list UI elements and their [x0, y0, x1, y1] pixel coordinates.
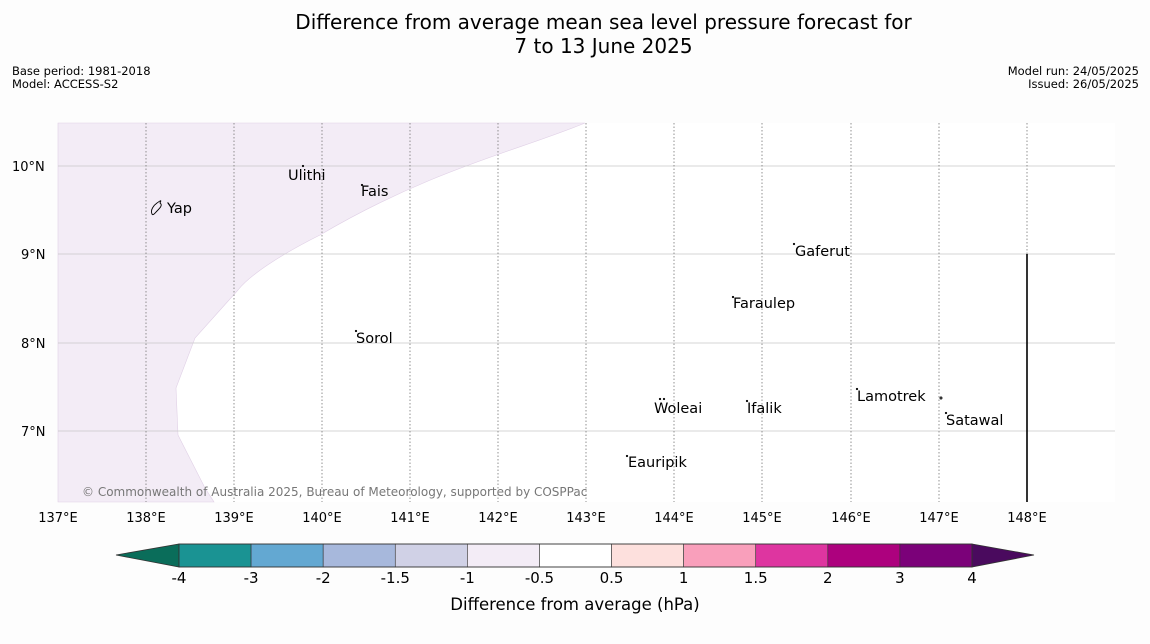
place-label-satawal: Satawal	[946, 413, 1003, 429]
islands	[151, 164, 948, 458]
longitude-lines	[145, 123, 1028, 502]
colorbar-box	[539, 543, 612, 568]
colorbar-box	[394, 543, 468, 568]
sorol-atoll	[354, 329, 358, 333]
colorbar-tick-label: 1.5	[744, 569, 768, 587]
colorbar-outline	[178, 543, 973, 568]
ifalik-atoll	[745, 399, 749, 403]
colorbar-tick-label: 3	[895, 569, 905, 587]
woleai-atoll-2	[662, 397, 666, 401]
place-label-woleai: Woleai	[654, 401, 702, 417]
satawal-island	[944, 411, 948, 415]
colorbar-box	[827, 543, 901, 568]
colorbar: -4 -3 -2 -1.5 -1 -0.5 0.5 1 1.5 2 3 4 Difference fr…	[115, 543, 1035, 614]
faraulep-atoll	[731, 295, 735, 299]
woleai-atoll	[658, 397, 662, 401]
colorbar-tick-label: -4	[172, 569, 187, 587]
ulithi-atoll	[301, 164, 305, 168]
place-label-lamotrek: Lamotrek	[857, 389, 926, 405]
place-label-gaferut: Gaferut	[795, 244, 850, 260]
colorbar-box	[899, 543, 973, 568]
place-label-fais: Fais	[361, 184, 388, 200]
colorbar-tick-label: 1	[679, 569, 689, 587]
colorbar-tick-label: -0.5	[525, 569, 554, 587]
lon-label-148e: 148°E	[1007, 511, 1047, 526]
fais-island	[360, 183, 364, 187]
map-panel: Yap Ulithi Fais Gaferut Faraulep Sorol L…	[57, 122, 1115, 503]
colorbar-boxes	[178, 543, 973, 568]
longitude-axis: 137°E 138°E 139°E 140°E 141°E 142°E 143°…	[38, 511, 1047, 526]
lon-label-146e: 146°E	[831, 511, 871, 526]
colorbar-box	[683, 543, 757, 568]
lon-label-139e: 139°E	[214, 511, 254, 526]
colorbar-tick-label: 2	[823, 569, 833, 587]
lon-label-137e: 137°E	[38, 511, 78, 526]
latitude-axis: 10°N 9°N 8°N 7°N	[12, 160, 46, 440]
gaferut-island	[792, 242, 796, 246]
lon-label-138e: 138°E	[126, 511, 166, 526]
lon-label-145e: 145°E	[742, 511, 782, 526]
lon-label-144e: 144°E	[654, 511, 694, 526]
lon-label-140e: 140°E	[302, 511, 342, 526]
model-text: Model: ACCESS-S2	[12, 77, 119, 91]
colorbar-tick-label: -1.5	[381, 569, 410, 587]
place-label-sorol: Sorol	[356, 331, 393, 347]
place-label-ulithi: Ulithi	[288, 168, 326, 184]
colorbar-title: Difference from average (hPa)	[450, 595, 699, 614]
colorbar-tick-label: 4	[967, 569, 977, 587]
colorbar-tick-label: 0.5	[600, 569, 624, 587]
place-label-faraulep: Faraulep	[733, 296, 795, 312]
lon-label-141e: 141°E	[390, 511, 430, 526]
lon-label-142e: 142°E	[478, 511, 518, 526]
meta-left: Base period: 1981-2018 Model: ACCESS-S2	[12, 65, 151, 91]
lat-label-9n: 9°N	[21, 248, 46, 263]
meta-right: Model run: 24/05/2025 Issued: 26/05/2025	[1008, 65, 1139, 91]
lat-label-7n: 7°N	[21, 425, 46, 440]
colorbar-box	[611, 543, 684, 568]
yap-island-shape	[151, 200, 162, 216]
place-label-eauripik: Eauripik	[628, 455, 687, 471]
lon-label-147e: 147°E	[919, 511, 959, 526]
colorbar-box	[467, 543, 540, 568]
shaded-region	[57, 122, 586, 503]
colorbar-tick-label: -3	[244, 569, 259, 587]
colorbar-box	[250, 543, 324, 568]
lon-label-143e: 143°E	[566, 511, 606, 526]
place-label-ifalik: Ifalik	[747, 401, 782, 417]
colorbar-tick-label: -1	[460, 569, 475, 587]
base-period-text: Base period: 1981-2018	[12, 64, 151, 78]
title-line-2: 7 to 13 June 2025	[514, 34, 693, 58]
title-line-1: Difference from average mean sea level p…	[295, 10, 912, 34]
copyright-text: © Commonwealth of Australia 2025, Bureau…	[82, 485, 587, 499]
place-label-yap: Yap	[166, 201, 192, 217]
lat-label-8n: 8°N	[21, 337, 46, 352]
elato-atoll	[939, 396, 943, 400]
colorbar-ticks: -4 -3 -2 -1.5 -1 -0.5 0.5 1 1.5 2 3 4	[172, 569, 977, 587]
lat-label-10n: 10°N	[12, 160, 45, 175]
model-run-text: Model run: 24/05/2025	[1007, 64, 1139, 78]
map-title: Difference from average mean sea level p…	[0, 10, 1150, 58]
colorbar-box	[178, 543, 252, 568]
eauripik-atoll	[625, 454, 629, 458]
colorbar-high-extend	[971, 543, 1035, 568]
colorbar-low-extend	[115, 543, 180, 568]
issued-text: Issued: 26/05/2025	[1028, 77, 1139, 91]
colorbar-box	[755, 543, 829, 568]
colorbar-box	[322, 543, 396, 568]
lamotrek-atoll	[855, 387, 859, 391]
colorbar-tick-label: -2	[316, 569, 331, 587]
